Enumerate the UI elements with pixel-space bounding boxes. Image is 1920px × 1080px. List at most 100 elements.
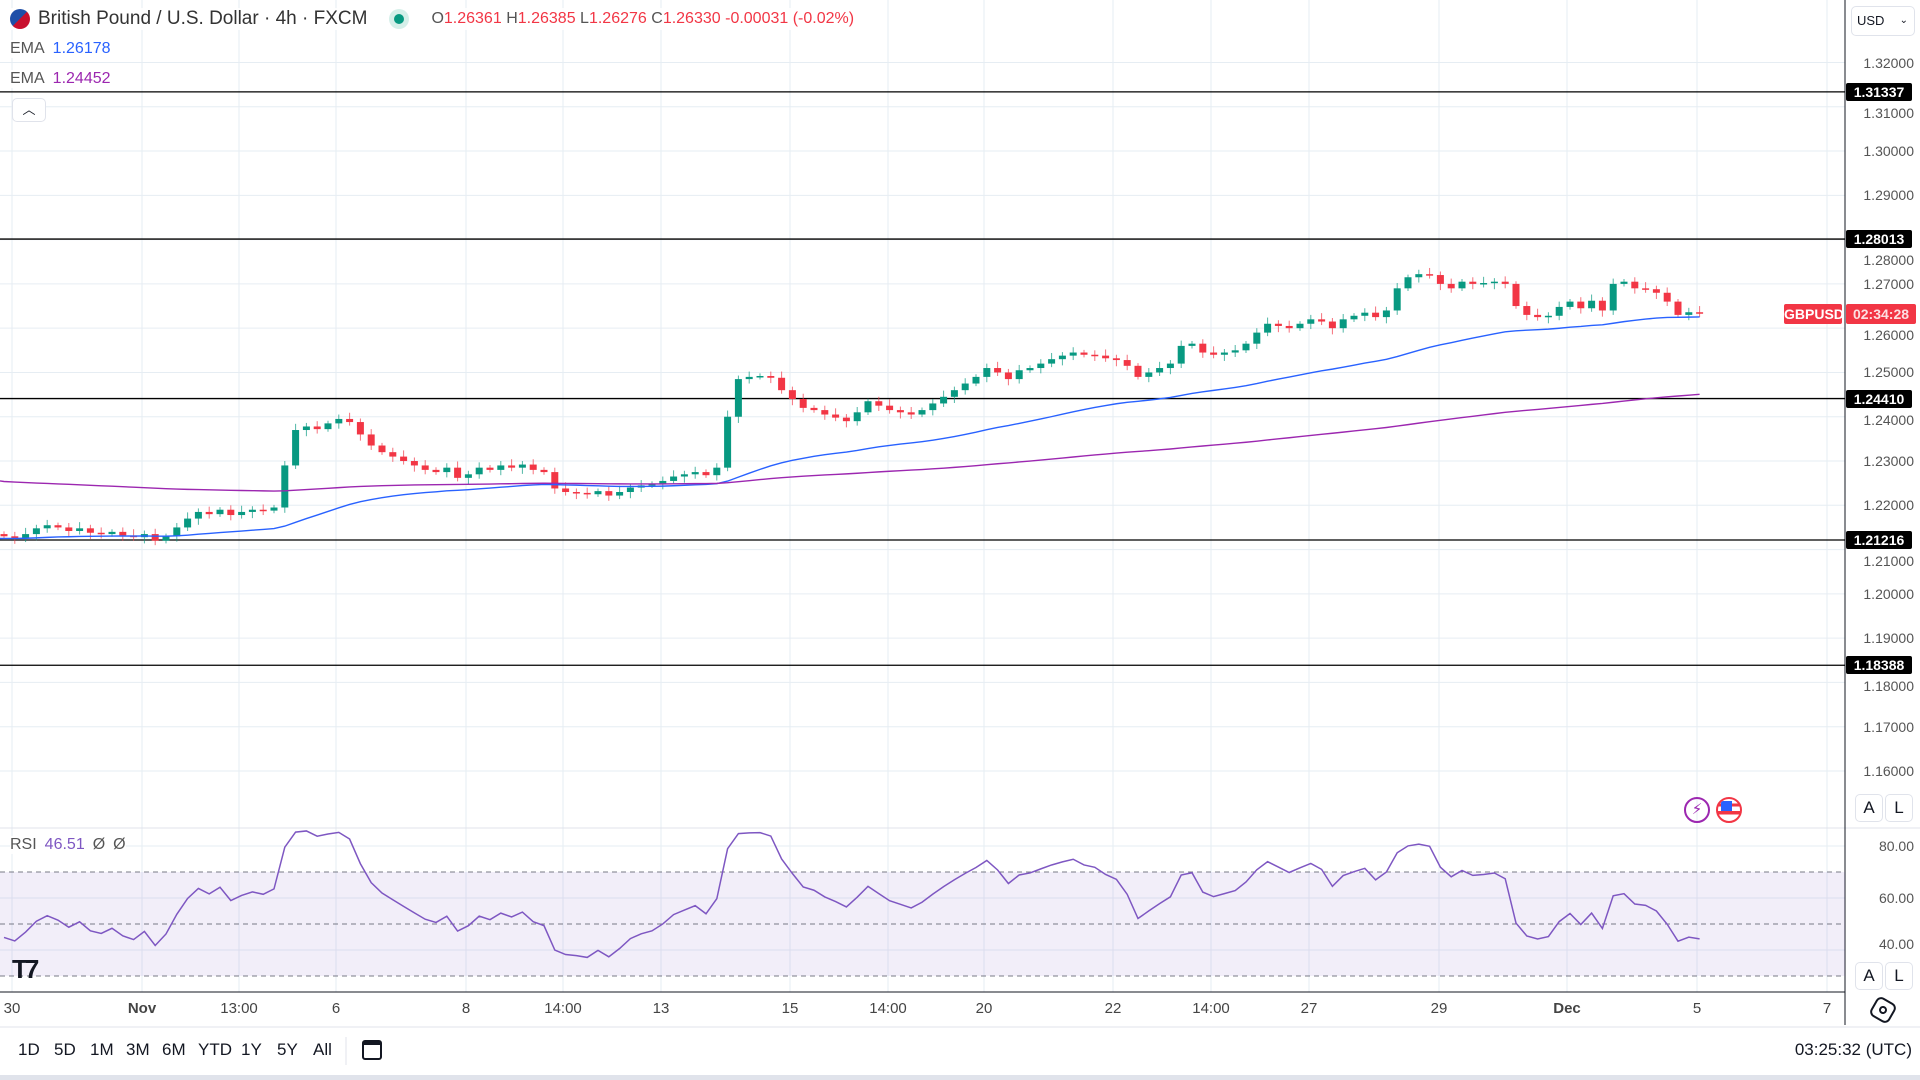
candle-up bbox=[1393, 288, 1401, 311]
candle-up bbox=[1544, 315, 1552, 318]
time-tick-label: Nov bbox=[127, 1000, 157, 1017]
candle-up bbox=[616, 492, 624, 496]
range-button-ytd[interactable]: YTD bbox=[198, 1040, 232, 1059]
candle-down bbox=[205, 511, 213, 515]
candle-up bbox=[940, 396, 948, 404]
candle-up bbox=[961, 383, 969, 391]
candle-up bbox=[713, 467, 721, 476]
candle-down bbox=[346, 418, 354, 423]
candle-up bbox=[1296, 323, 1304, 329]
candle-up bbox=[281, 465, 289, 508]
time-tick-label: 22 bbox=[1104, 1000, 1122, 1017]
collapse-legend-button[interactable]: ︿ bbox=[12, 98, 46, 122]
rsi-legend[interactable]: RSI 46.51 Ø Ø bbox=[10, 836, 126, 854]
tradingview-logo[interactable]: T7 bbox=[12, 954, 39, 984]
range-button-1y[interactable]: 1Y bbox=[241, 1040, 262, 1059]
candle-up bbox=[1264, 323, 1272, 333]
time-tick-label: 6 bbox=[331, 1000, 341, 1017]
market-status-icon[interactable] bbox=[389, 9, 410, 29]
candle-up bbox=[216, 509, 224, 515]
candle-down bbox=[875, 401, 883, 406]
candle-up bbox=[335, 418, 343, 424]
us-flag-event-icon[interactable] bbox=[1716, 797, 1742, 823]
chevron-down-icon: ⌄ bbox=[1899, 15, 1908, 26]
candle-down bbox=[1426, 274, 1434, 276]
candle-down bbox=[788, 390, 796, 400]
candle-down bbox=[421, 465, 429, 470]
candle-down bbox=[54, 525, 62, 528]
currency-select[interactable]: USD ⌄ bbox=[1851, 6, 1915, 36]
candle-up bbox=[626, 487, 634, 493]
candle-up bbox=[22, 534, 30, 539]
candle-down bbox=[1328, 321, 1336, 329]
symbol-title[interactable]: British Pound / U.S. Dollar · 4h · FXCM bbox=[38, 8, 368, 29]
date-range-icon[interactable] bbox=[362, 1040, 382, 1060]
range-button-6m[interactable]: 6M bbox=[162, 1040, 186, 1059]
candle-down bbox=[508, 465, 516, 468]
time-tick-label: 27 bbox=[1300, 1000, 1318, 1017]
candle-down bbox=[454, 467, 462, 478]
bar-countdown: 02:34:28 bbox=[1846, 304, 1916, 324]
candle-down bbox=[529, 464, 537, 470]
time-tick-label: 13:00 bbox=[220, 1000, 258, 1017]
ema-legend-1[interactable]: EMA 1.26178 bbox=[10, 40, 111, 58]
candle-up bbox=[464, 474, 472, 478]
range-button-5y[interactable]: 5Y bbox=[277, 1040, 298, 1059]
candle-down bbox=[119, 531, 127, 536]
candle-down bbox=[1674, 301, 1682, 315]
level-price-tag: 1.18388 bbox=[1846, 656, 1912, 675]
price-tick-label: 1.31000 bbox=[1863, 104, 1914, 121]
candle-down bbox=[886, 405, 894, 411]
candle-down bbox=[842, 417, 850, 422]
candle-down bbox=[259, 509, 267, 512]
log-scale-button[interactable]: L bbox=[1885, 794, 1913, 822]
price-tick-label: 1.26000 bbox=[1863, 327, 1914, 343]
candle-down bbox=[896, 410, 904, 413]
price-tick-label: 1.18000 bbox=[1863, 678, 1914, 695]
auto-scale-button[interactable]: A bbox=[1855, 794, 1883, 822]
clock[interactable]: 03:25:32 (UTC) bbox=[1794, 1040, 1912, 1059]
candle-up bbox=[1620, 281, 1628, 284]
candle-up bbox=[1404, 277, 1412, 289]
candle-down bbox=[1663, 292, 1671, 302]
ema-legend-2[interactable]: EMA 1.24452 bbox=[10, 70, 111, 88]
candle-down bbox=[0, 534, 8, 537]
candle-down bbox=[1134, 365, 1142, 377]
candle-down bbox=[151, 534, 159, 541]
candle-up bbox=[1231, 350, 1239, 353]
candle-up bbox=[853, 412, 861, 422]
candle-up bbox=[1177, 345, 1185, 364]
candle-down bbox=[994, 368, 1002, 373]
time-tick-label: 14:00 bbox=[869, 1000, 907, 1017]
candle-up bbox=[1253, 332, 1261, 344]
candle-down bbox=[1523, 306, 1531, 315]
time-tick-label: 5 bbox=[1692, 1000, 1702, 1017]
rsi-auto-scale-button[interactable]: A bbox=[1855, 962, 1883, 990]
candle-up bbox=[270, 507, 278, 511]
candle-up bbox=[983, 368, 991, 377]
lightning-icon[interactable]: ⚡ bbox=[1684, 797, 1710, 823]
candle-up bbox=[724, 416, 732, 468]
candle-up bbox=[1069, 352, 1077, 356]
candle-up bbox=[680, 474, 688, 477]
candle-down bbox=[1501, 281, 1509, 284]
candle-down bbox=[1199, 343, 1207, 353]
range-button-1m[interactable]: 1M bbox=[90, 1040, 114, 1059]
candle-down bbox=[1631, 281, 1639, 289]
candle-up bbox=[756, 376, 764, 378]
ema-50-line bbox=[0, 316, 1700, 540]
range-button-all[interactable]: All bbox=[313, 1040, 332, 1059]
candle-up bbox=[918, 410, 926, 415]
candle-up bbox=[1609, 283, 1617, 311]
rsi-log-scale-button[interactable]: L bbox=[1885, 962, 1913, 990]
candle-down bbox=[562, 488, 570, 493]
range-button-5d[interactable]: 5D bbox=[54, 1040, 76, 1059]
time-tick-label: 15 bbox=[781, 1000, 799, 1017]
range-button-1d[interactable]: 1D bbox=[18, 1040, 40, 1059]
range-button-3m[interactable]: 3M bbox=[126, 1040, 150, 1059]
candle-down bbox=[1372, 312, 1380, 318]
candle-down bbox=[1577, 301, 1585, 309]
candle-up bbox=[324, 423, 332, 430]
candle-up bbox=[32, 528, 40, 535]
